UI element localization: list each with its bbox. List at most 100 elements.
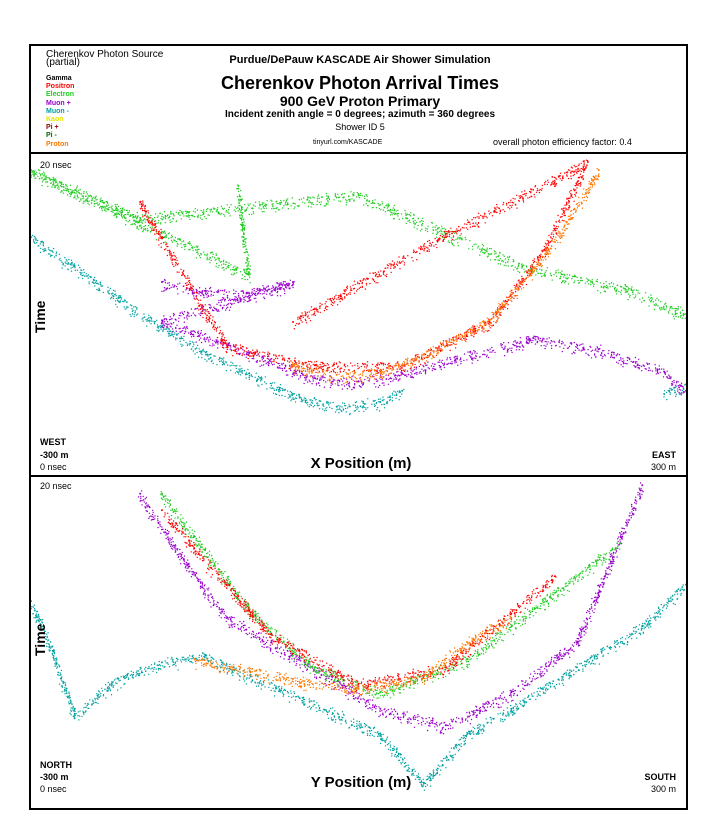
data-point — [285, 283, 288, 285]
data-point — [581, 349, 583, 351]
data-point — [169, 325, 171, 327]
data-point — [39, 243, 41, 245]
data-point — [361, 194, 363, 197]
data-point — [627, 289, 629, 291]
data-point — [451, 344, 453, 346]
data-point — [213, 257, 216, 259]
data-point — [200, 214, 202, 217]
data-point — [268, 289, 270, 291]
data-point — [228, 206, 231, 209]
data-point — [278, 388, 281, 391]
data-point — [304, 399, 307, 402]
data-point — [228, 299, 230, 302]
data-point — [578, 281, 581, 284]
data-point — [243, 370, 246, 372]
data-point — [273, 207, 275, 210]
data-point — [465, 338, 468, 340]
data-point — [409, 375, 412, 377]
data-point — [97, 204, 100, 206]
data-point — [473, 333, 475, 335]
data-point — [170, 252, 172, 254]
data-point — [425, 227, 427, 230]
data-point — [580, 167, 582, 170]
data-point — [60, 186, 63, 188]
data-point — [571, 353, 573, 355]
data-point — [279, 365, 281, 367]
data-point — [558, 339, 561, 341]
data-point — [625, 285, 628, 288]
data-point — [503, 264, 505, 266]
data-point — [393, 373, 395, 375]
data-point — [141, 205, 143, 207]
data-point — [229, 302, 232, 304]
data-point — [651, 370, 654, 372]
data-point — [270, 385, 273, 387]
data-point — [256, 379, 259, 382]
data-point — [217, 343, 219, 345]
data-point — [514, 198, 516, 200]
data-point — [241, 229, 244, 231]
data-point — [237, 349, 239, 351]
data-point — [44, 249, 47, 252]
data-point — [357, 407, 359, 409]
data-point — [114, 204, 117, 206]
data-point — [413, 249, 415, 251]
data-point — [178, 328, 180, 330]
data-point — [200, 330, 202, 332]
data-point — [287, 198, 289, 200]
data-point — [164, 278, 166, 281]
data-point — [194, 246, 196, 249]
data-point — [660, 301, 662, 303]
data-point — [358, 367, 360, 369]
data-point — [666, 376, 669, 378]
data-point — [334, 195, 337, 197]
data-point — [417, 217, 419, 220]
data-point — [212, 362, 214, 365]
data-point — [300, 397, 302, 399]
data-point — [199, 350, 202, 352]
data-point — [398, 399, 400, 401]
data-point — [191, 214, 193, 217]
data-point — [460, 363, 462, 365]
data-point — [290, 205, 292, 207]
data-point — [100, 284, 102, 286]
data-point — [449, 231, 451, 233]
data-point — [579, 344, 581, 346]
data-point — [509, 347, 511, 349]
data-point — [430, 348, 433, 351]
data-point — [190, 308, 193, 310]
data-point — [141, 318, 143, 320]
data-point — [518, 199, 520, 202]
data-point — [379, 398, 381, 400]
data-point — [244, 350, 246, 352]
data-point — [185, 287, 188, 289]
data-point — [44, 248, 47, 250]
data-point — [151, 320, 153, 322]
data-point — [571, 167, 573, 169]
data-point — [348, 195, 350, 197]
data-point — [668, 312, 670, 314]
data-point — [485, 250, 488, 252]
data-point — [387, 396, 389, 399]
data-point — [217, 290, 219, 292]
data-point — [566, 204, 568, 206]
data-point — [674, 311, 677, 313]
data-point — [175, 262, 177, 264]
data-point — [284, 388, 286, 391]
data-point — [42, 175, 44, 177]
data-point — [648, 363, 651, 365]
data-point — [492, 324, 494, 327]
data-point — [459, 359, 461, 361]
data-point — [240, 189, 242, 192]
data-point — [160, 236, 162, 238]
data-point — [183, 321, 185, 323]
data-point — [222, 263, 225, 265]
data-point — [212, 339, 214, 342]
data-point — [236, 365, 238, 367]
data-point — [283, 200, 285, 202]
data-point — [251, 294, 254, 296]
data-point — [383, 376, 385, 378]
data-point — [415, 366, 418, 368]
data-point — [562, 342, 564, 344]
data-point — [167, 233, 169, 235]
